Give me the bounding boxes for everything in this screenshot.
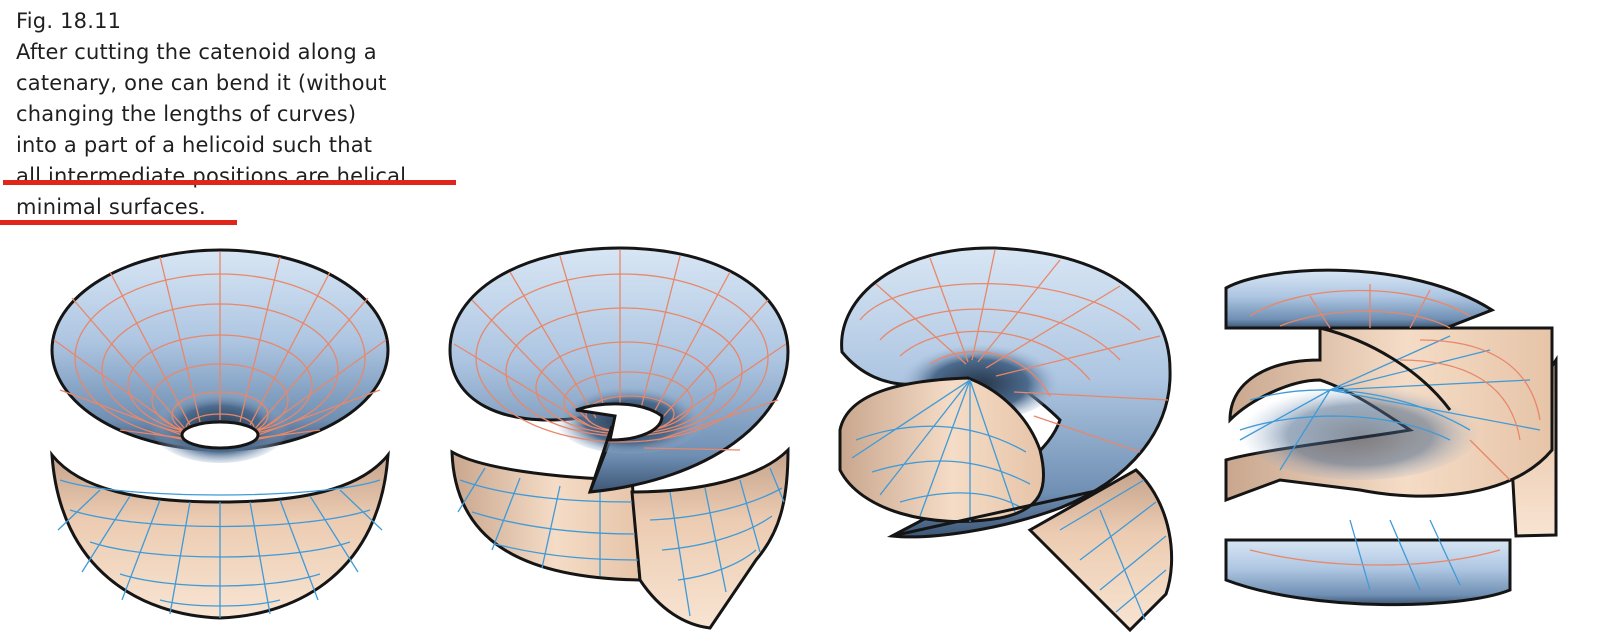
caption-line-5: all intermediate positions are helical [16,164,407,188]
caption-line-2: catenary, one can bend it (without [16,71,387,95]
highlight-underline-1 [3,180,456,185]
caption-line-3: changing the lengths of curves) [16,102,357,126]
surface-sequence [50,246,1558,633]
helicoid-surface-icon [1224,268,1558,607]
caption-line-1: After cutting the catenoid along a [16,40,377,64]
cut-catenoid-surface-icon [448,246,790,630]
caption-line-4: into a part of a helicoid such that [16,133,373,157]
caption-line-6: minimal surfaces. [16,195,206,219]
figure-label: Fig. 18.11 [16,9,122,33]
helical-surface-icon [838,246,1174,633]
highlight-underline-2 [0,220,237,225]
catenoid-surface-icon [50,248,390,620]
figure-caption: Fig. 18.11 After cutting the catenoid al… [16,6,486,223]
